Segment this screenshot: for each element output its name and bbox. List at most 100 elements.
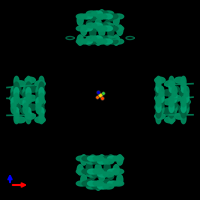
Ellipse shape (165, 81, 175, 87)
Ellipse shape (155, 77, 165, 83)
Ellipse shape (76, 181, 87, 186)
Ellipse shape (172, 92, 177, 102)
Ellipse shape (12, 104, 21, 110)
Ellipse shape (155, 86, 163, 92)
Ellipse shape (104, 21, 110, 29)
Ellipse shape (174, 113, 185, 119)
Ellipse shape (88, 26, 98, 31)
Ellipse shape (184, 92, 189, 102)
Point (98, 93, 102, 97)
Ellipse shape (96, 26, 107, 31)
Ellipse shape (108, 155, 114, 163)
Ellipse shape (82, 14, 92, 19)
Ellipse shape (108, 181, 118, 186)
Ellipse shape (86, 21, 92, 29)
Ellipse shape (86, 37, 92, 45)
Ellipse shape (171, 104, 179, 110)
Ellipse shape (96, 14, 107, 19)
Ellipse shape (102, 39, 112, 44)
Ellipse shape (102, 181, 112, 186)
Ellipse shape (172, 86, 177, 97)
Ellipse shape (23, 92, 28, 102)
Ellipse shape (26, 82, 31, 92)
Ellipse shape (14, 108, 19, 118)
Point (101, 91, 105, 95)
Ellipse shape (90, 12, 96, 21)
Ellipse shape (36, 86, 41, 97)
Ellipse shape (113, 165, 119, 175)
Ellipse shape (102, 26, 112, 31)
Ellipse shape (169, 102, 174, 112)
Ellipse shape (156, 93, 161, 104)
Ellipse shape (184, 103, 189, 114)
Ellipse shape (96, 169, 107, 174)
Ellipse shape (103, 11, 114, 16)
Ellipse shape (77, 35, 83, 45)
Ellipse shape (86, 36, 97, 41)
Ellipse shape (99, 10, 105, 19)
Ellipse shape (99, 172, 105, 181)
Ellipse shape (92, 11, 102, 16)
Ellipse shape (108, 12, 114, 21)
Ellipse shape (90, 171, 96, 179)
Ellipse shape (103, 36, 114, 41)
Ellipse shape (92, 172, 102, 177)
Ellipse shape (26, 96, 31, 107)
Ellipse shape (179, 90, 188, 96)
Ellipse shape (102, 169, 112, 174)
Ellipse shape (86, 159, 97, 164)
Ellipse shape (104, 37, 110, 45)
Ellipse shape (104, 163, 110, 171)
Ellipse shape (39, 76, 44, 87)
Ellipse shape (103, 159, 114, 164)
Ellipse shape (88, 156, 98, 161)
Ellipse shape (26, 102, 31, 112)
Ellipse shape (117, 155, 123, 165)
Ellipse shape (88, 39, 98, 44)
Ellipse shape (163, 108, 171, 114)
Ellipse shape (93, 169, 104, 174)
Ellipse shape (76, 14, 87, 19)
Ellipse shape (169, 108, 174, 118)
Ellipse shape (39, 82, 44, 92)
Ellipse shape (82, 26, 92, 31)
Ellipse shape (11, 92, 16, 102)
Ellipse shape (95, 19, 101, 28)
Ellipse shape (11, 98, 16, 108)
Ellipse shape (108, 169, 118, 174)
Ellipse shape (159, 98, 164, 108)
Ellipse shape (98, 11, 108, 16)
Ellipse shape (113, 156, 124, 161)
Ellipse shape (76, 26, 87, 31)
Ellipse shape (86, 163, 92, 171)
Ellipse shape (23, 98, 28, 108)
Ellipse shape (108, 29, 114, 37)
Ellipse shape (35, 81, 45, 87)
Ellipse shape (93, 26, 104, 31)
Ellipse shape (108, 39, 118, 44)
Ellipse shape (181, 88, 186, 98)
Ellipse shape (36, 103, 41, 114)
Ellipse shape (181, 76, 186, 87)
Ellipse shape (36, 92, 41, 102)
Ellipse shape (92, 184, 102, 189)
Ellipse shape (108, 171, 114, 179)
Ellipse shape (27, 95, 36, 101)
Ellipse shape (14, 102, 19, 112)
Ellipse shape (14, 113, 19, 124)
Ellipse shape (39, 88, 44, 98)
Ellipse shape (172, 95, 181, 101)
Ellipse shape (159, 86, 164, 97)
Ellipse shape (93, 156, 104, 161)
Point (96, 90, 100, 94)
Ellipse shape (156, 96, 161, 107)
Ellipse shape (81, 25, 87, 35)
Ellipse shape (88, 14, 98, 19)
Ellipse shape (92, 23, 102, 28)
Ellipse shape (14, 82, 19, 92)
Ellipse shape (76, 169, 87, 174)
Ellipse shape (169, 93, 174, 104)
Ellipse shape (14, 93, 19, 104)
Ellipse shape (172, 103, 177, 114)
Ellipse shape (113, 39, 124, 44)
